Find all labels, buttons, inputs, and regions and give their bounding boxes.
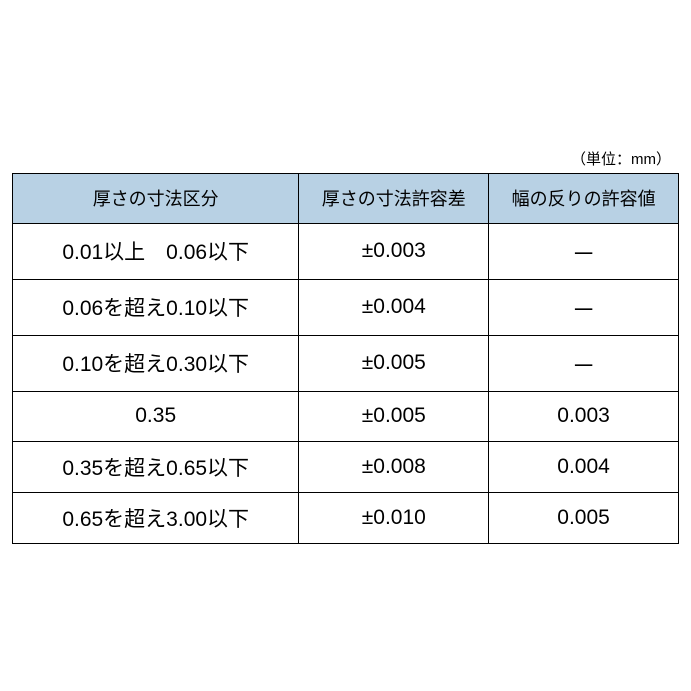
cell-thickness-tolerance: ±0.008 bbox=[299, 441, 489, 492]
col-header-width-warp-tolerance: 幅の反りの許容値 bbox=[489, 173, 679, 223]
cell-thickness-range: 0.65を超え3.00以下 bbox=[13, 492, 299, 543]
cell-thickness-tolerance: ±0.005 bbox=[299, 335, 489, 391]
cell-thickness-range: 0.35 bbox=[13, 391, 299, 441]
cell-thickness-range: 0.01以上 0.06以下 bbox=[13, 223, 299, 279]
cell-thickness-range: 0.35を超え0.65以下 bbox=[13, 441, 299, 492]
unit-label: （単位：mm） bbox=[12, 148, 679, 169]
col-header-thickness-range: 厚さの寸法区分 bbox=[13, 173, 299, 223]
cell-warp-tolerance: 0.004 bbox=[489, 441, 679, 492]
cell-thickness-range: 0.06を超え0.10以下 bbox=[13, 279, 299, 335]
table-row: 0.65を超え3.00以下 ±0.010 0.005 bbox=[13, 492, 679, 543]
cell-thickness-tolerance: ±0.004 bbox=[299, 279, 489, 335]
cell-warp-tolerance: － bbox=[489, 335, 679, 391]
cell-thickness-tolerance: ±0.005 bbox=[299, 391, 489, 441]
col-header-thickness-tolerance: 厚さの寸法許容差 bbox=[299, 173, 489, 223]
cell-warp-tolerance: － bbox=[489, 279, 679, 335]
table-header-row: 厚さの寸法区分 厚さの寸法許容差 幅の反りの許容値 bbox=[13, 173, 679, 223]
cell-thickness-range: 0.10を超え0.30以下 bbox=[13, 335, 299, 391]
table-row: 0.35を超え0.65以下 ±0.008 0.004 bbox=[13, 441, 679, 492]
table-row: 0.10を超え0.30以下 ±0.005 － bbox=[13, 335, 679, 391]
cell-thickness-tolerance: ±0.010 bbox=[299, 492, 489, 543]
table-row: 0.01以上 0.06以下 ±0.003 － bbox=[13, 223, 679, 279]
cell-thickness-tolerance: ±0.003 bbox=[299, 223, 489, 279]
table-row: 0.06を超え0.10以下 ±0.004 － bbox=[13, 279, 679, 335]
table-row: 0.35 ±0.005 0.003 bbox=[13, 391, 679, 441]
cell-warp-tolerance: 0.005 bbox=[489, 492, 679, 543]
cell-warp-tolerance: － bbox=[489, 223, 679, 279]
tolerance-table: 厚さの寸法区分 厚さの寸法許容差 幅の反りの許容値 0.01以上 0.06以下 … bbox=[12, 173, 679, 544]
cell-warp-tolerance: 0.003 bbox=[489, 391, 679, 441]
